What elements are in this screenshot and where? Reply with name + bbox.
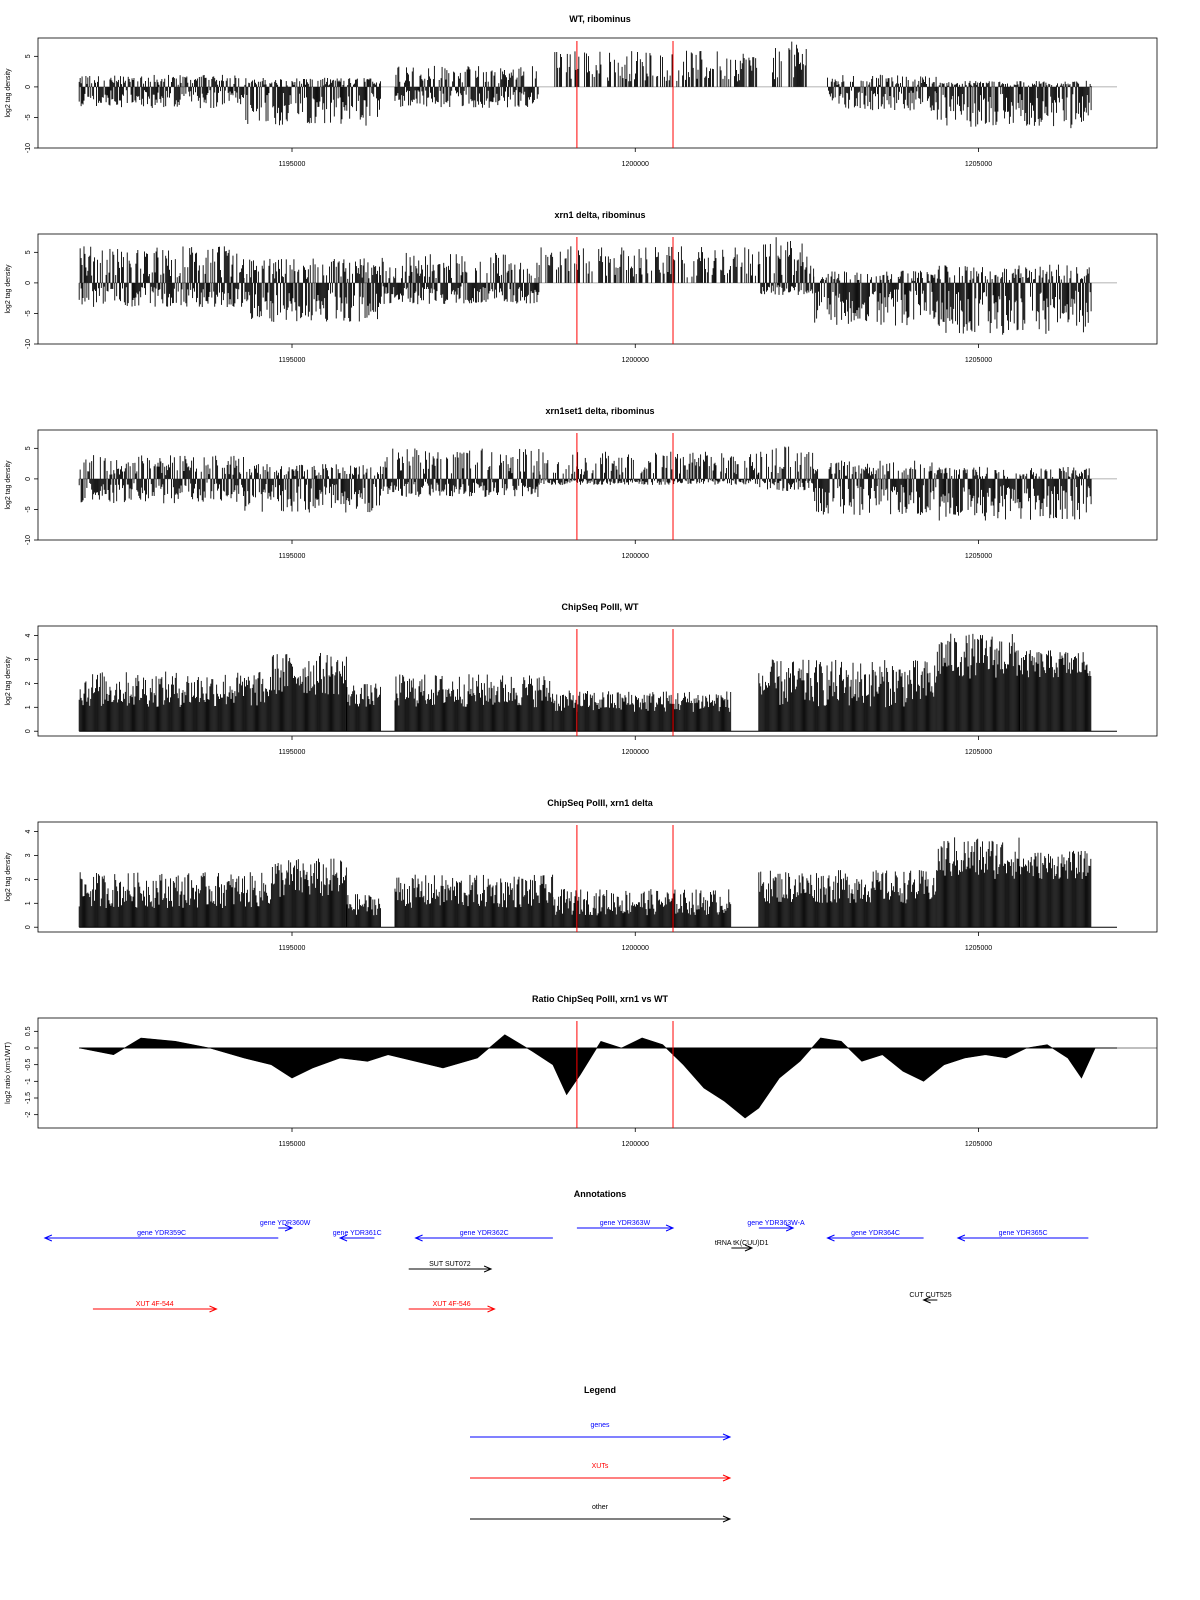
y-tick-label: 0 [25, 477, 32, 481]
y-tick-label: 1 [25, 705, 32, 709]
panel-title: WT, ribominus [569, 14, 631, 24]
x-tick-label: 1200000 [622, 161, 649, 168]
y-tick-label: 2 [25, 877, 32, 881]
panel-3: xrn1set1 delta, ribominus -10 -5 0 5 log2 tag… [5, 406, 1158, 560]
x-tick-label: 1205000 [965, 357, 992, 364]
x-tick-label: 1195000 [279, 161, 306, 168]
y-tick-label: 0 [25, 925, 32, 929]
y-tick-label: 5 [25, 446, 32, 450]
y-tick-label: 5 [25, 54, 32, 58]
x-tick-label: 1195000 [279, 945, 306, 952]
x-tick-label: 1205000 [965, 161, 992, 168]
y-tick-label: 1 [25, 901, 32, 905]
y-axis-label: log2 tag density [5, 852, 12, 902]
signal-bars [78, 837, 1092, 928]
y-axis-label: log2 tag density [5, 460, 12, 510]
x-tick-label: 1200000 [622, 945, 649, 952]
panel-title: xrn1 delta, ribominus [554, 210, 645, 220]
y-tick-label: 3 [25, 657, 32, 661]
signal-bars [78, 633, 1092, 732]
y-tick-label: 0 [25, 281, 32, 285]
y-tick-label: 5 [25, 250, 32, 254]
x-tick-label: 1200000 [622, 553, 649, 560]
y-axis-label: log2 tag density [5, 68, 12, 118]
y-tick-label: 2 [25, 681, 32, 685]
x-tick-label: 1195000 [279, 553, 306, 560]
y-tick-label: -5 [25, 114, 32, 120]
y-axis-label: log2 tag density [5, 656, 12, 706]
panel-1: WT, ribominus -10 -5 0 5 log2 tag density 1195… [5, 14, 1158, 168]
x-tick-label: 1200000 [622, 357, 649, 364]
plot-frame [37, 233, 1158, 345]
y-tick-label: 4 [25, 634, 32, 638]
x-tick-label: 1195000 [279, 357, 306, 364]
y-tick-label: 0 [25, 85, 32, 89]
y-tick-label: -5 [25, 506, 32, 512]
plot-frame [37, 625, 1158, 737]
x-tick-label: 1200000 [622, 749, 649, 756]
signal-bars [78, 237, 1092, 335]
panel-title: ChipSeq PolII, xrn1 delta [547, 798, 654, 808]
panel-5: ChipSeq PolII, xrn1 delta 0 1 2 3 4 log2 tag d… [5, 798, 1158, 952]
y-axis-label: log2 tag density [5, 264, 12, 314]
panel-2: xrn1 delta, ribominus -10 -5 0 5 log2 tag den… [5, 210, 1158, 364]
y-tick-label: 4 [25, 830, 32, 834]
y-tick-label: -10 [25, 339, 32, 349]
x-tick-label: 1195000 [279, 749, 306, 756]
y-tick-label: 3 [25, 853, 32, 857]
signal-bars [78, 41, 1092, 129]
y-tick-label: -10 [25, 535, 32, 545]
y-tick-label: 0 [25, 729, 32, 733]
plot-frame [37, 37, 1158, 149]
y-tick-label: -10 [25, 143, 32, 153]
panel-title: ChipSeq PolII, WT [562, 602, 639, 612]
signal-bars [78, 446, 1092, 521]
y-tick-label: -5 [25, 310, 32, 316]
x-tick-label: 1205000 [965, 945, 992, 952]
x-tick-label: 1205000 [965, 749, 992, 756]
panel-4: ChipSeq PolII, WT 0 1 2 3 4 log2 tag density 11… [5, 602, 1158, 756]
panel-title: xrn1set1 delta, ribominus [545, 406, 654, 416]
x-tick-label: 1205000 [965, 553, 992, 560]
plot-frame [37, 821, 1158, 933]
plot-frame [37, 429, 1158, 541]
